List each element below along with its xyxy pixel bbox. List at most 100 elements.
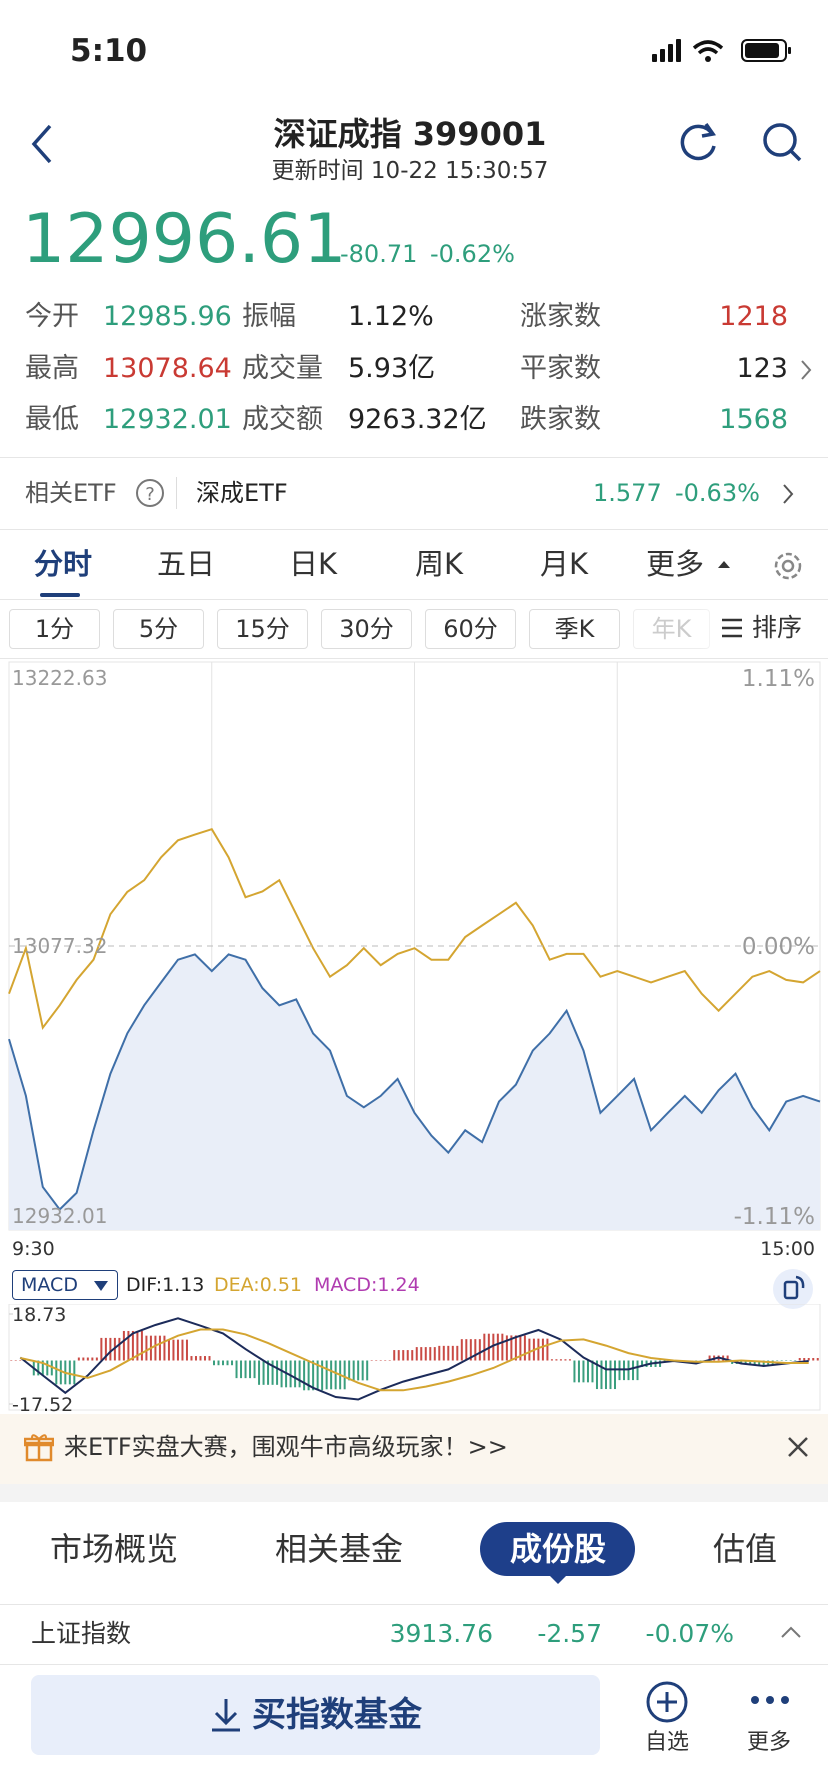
chevron[interactable]	[798, 358, 814, 382]
bottom-tab[interactable]: 市场概览	[49, 1530, 179, 1568]
tab[interactable]: 五日	[156, 547, 216, 581]
macd-bar	[411, 1350, 414, 1361]
macd-bar	[267, 1360, 270, 1385]
macd-bar	[514, 1335, 517, 1361]
stat-value: 12932.01	[103, 404, 232, 435]
tab[interactable]: 周K	[414, 547, 464, 581]
macd-bar	[740, 1360, 743, 1364]
rotate-button[interactable]	[772, 1268, 814, 1310]
macd-bar	[271, 1360, 274, 1385]
back-button[interactable]	[28, 122, 58, 166]
close-button[interactable]	[785, 1434, 811, 1460]
pill-notch	[548, 1574, 568, 1584]
macd-bar	[163, 1335, 166, 1361]
macd-bar	[758, 1360, 761, 1366]
sort-icon	[722, 618, 742, 638]
action-label: 自选	[644, 1730, 690, 1755]
y-tick-label: 13222.63	[12, 666, 107, 690]
chevron[interactable]	[780, 482, 796, 506]
period-chip[interactable]: 15分	[217, 609, 308, 649]
watchlist-icon[interactable]	[645, 1680, 689, 1724]
gap	[0, 1484, 828, 1502]
bottom-tab[interactable]: 成份股	[509, 1530, 607, 1568]
macd-bar	[68, 1360, 71, 1385]
banner[interactable]	[0, 1414, 828, 1484]
tab[interactable]: 分时	[33, 547, 93, 581]
macd-bar	[798, 1358, 801, 1361]
macd-bar	[501, 1333, 504, 1361]
dropdown-caret	[718, 561, 730, 568]
macd-bar	[659, 1360, 662, 1367]
macd-bar	[208, 1356, 211, 1361]
macd-bar	[145, 1335, 148, 1361]
etf-name[interactable]: 深成ETF	[196, 479, 288, 507]
macd-bar	[303, 1360, 306, 1391]
macd-bar	[253, 1360, 256, 1379]
tab[interactable]: 日K	[288, 547, 338, 581]
settings-button[interactable]	[770, 548, 806, 584]
y-tick-label: 13077.32	[12, 934, 107, 958]
macd-bar	[456, 1345, 459, 1361]
y-tick-label: 12932.01	[12, 1204, 107, 1228]
y2-tick-label: 0.00%	[742, 934, 815, 960]
divider	[0, 1664, 828, 1665]
macd-bar	[167, 1339, 170, 1361]
period-chip[interactable]: 5分	[113, 609, 204, 649]
divider	[0, 457, 828, 458]
period-chip[interactable]: 季K	[529, 609, 620, 649]
macd-bar	[82, 1357, 85, 1361]
macd-bar	[276, 1360, 279, 1385]
period-chip[interactable]: 1分	[9, 609, 100, 649]
macd-bar	[122, 1330, 125, 1361]
macd-bar	[591, 1360, 594, 1383]
buy-button-label: 买指数基金	[252, 1695, 422, 1735]
help-icon[interactable]: ?	[134, 477, 166, 509]
macd-bar	[312, 1360, 315, 1391]
macd-bar	[154, 1335, 157, 1361]
more-icon[interactable]	[748, 1690, 792, 1710]
macd-bar	[366, 1360, 369, 1381]
macd-bar	[73, 1360, 76, 1385]
tab[interactable]: 月K	[539, 547, 589, 581]
divider	[0, 1604, 828, 1605]
macd-bar	[636, 1360, 639, 1381]
stat-value: 5.93亿	[348, 353, 436, 384]
macd-bar	[131, 1330, 134, 1361]
stat-label: 成交额	[242, 404, 323, 435]
etf-change-pct: -0.63%	[675, 479, 760, 507]
tab[interactable]: 更多	[645, 547, 705, 581]
period-chip[interactable]: 60分	[425, 609, 516, 649]
stat-value: 13078.64	[103, 353, 232, 384]
buy-button[interactable]	[31, 1675, 600, 1755]
stat-label: 振幅	[242, 301, 296, 332]
y-tick-label: 18.73	[12, 1304, 66, 1326]
search-button[interactable]	[760, 120, 804, 164]
refresh-button[interactable]	[676, 120, 720, 164]
bottom-tab[interactable]: 相关基金	[274, 1530, 404, 1568]
index-row-change: -2.57	[537, 1619, 602, 1648]
svg-text:?: ?	[145, 484, 155, 505]
indicator-selector[interactable]	[12, 1270, 118, 1300]
macd-bar	[37, 1360, 40, 1376]
index-row-change-pct: -0.07%	[645, 1619, 734, 1648]
period-chip[interactable]: 年K	[633, 609, 710, 649]
macd-bar	[118, 1337, 121, 1361]
macd-bar	[816, 1358, 819, 1361]
tab-indicator	[40, 593, 80, 597]
sort-button[interactable]: 排序	[752, 613, 803, 642]
bottom-tab[interactable]: 估值	[712, 1530, 778, 1568]
stat-label: 最低	[25, 404, 79, 435]
period-chip[interactable]: 30分	[321, 609, 412, 649]
gift-icon	[24, 1434, 54, 1462]
price-area	[9, 954, 820, 1230]
stat-value: 123	[736, 353, 788, 384]
etf-label: 相关ETF	[25, 479, 117, 507]
macd-bar	[564, 1359, 567, 1361]
macd-bar	[199, 1356, 202, 1361]
macd-bar	[158, 1335, 161, 1361]
collapse-caret[interactable]	[780, 1624, 802, 1640]
macd-bar	[289, 1360, 292, 1388]
macd-bar	[181, 1339, 184, 1361]
macd-bar	[100, 1337, 103, 1361]
